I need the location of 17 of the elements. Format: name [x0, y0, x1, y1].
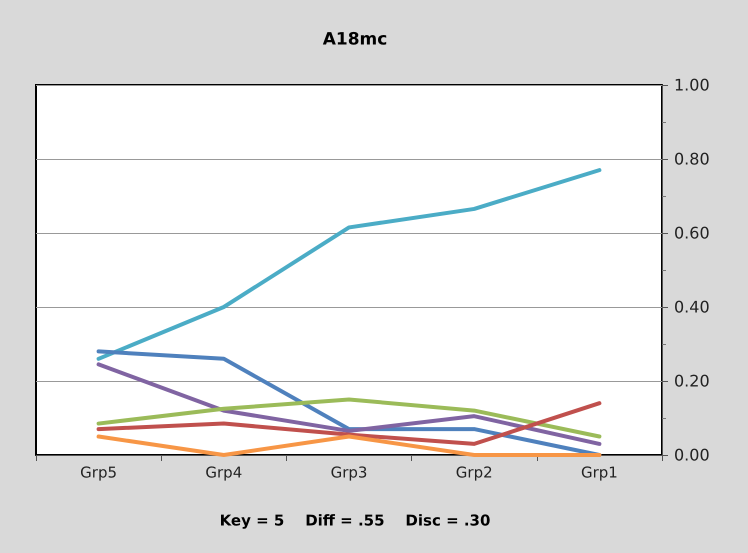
x-tick-label: Grp3 [330, 464, 368, 482]
x-tick-label: Grp5 [80, 464, 118, 482]
line-series [96, 398, 602, 438]
y-tick-label: 1.00 [674, 76, 710, 94]
line-series [96, 401, 602, 446]
text: Key = 5 Diff = .55 Disc = .30 [220, 512, 490, 530]
x-tick-label: Grp2 [456, 464, 493, 482]
x-tick-label: Grp4 [205, 464, 242, 482]
y-tick-label: 0.60 [674, 224, 710, 242]
line-series [96, 168, 602, 361]
y-tick-label: 0.40 [674, 298, 710, 316]
y-tick-label: 0.80 [674, 150, 710, 168]
line-series [96, 362, 602, 446]
x-tick-label: Grp1 [580, 464, 618, 482]
chart-title: A18mc [322, 30, 388, 50]
y-tick-label: 0.20 [674, 372, 710, 390]
y-tick-label: 0.00 [674, 446, 710, 464]
